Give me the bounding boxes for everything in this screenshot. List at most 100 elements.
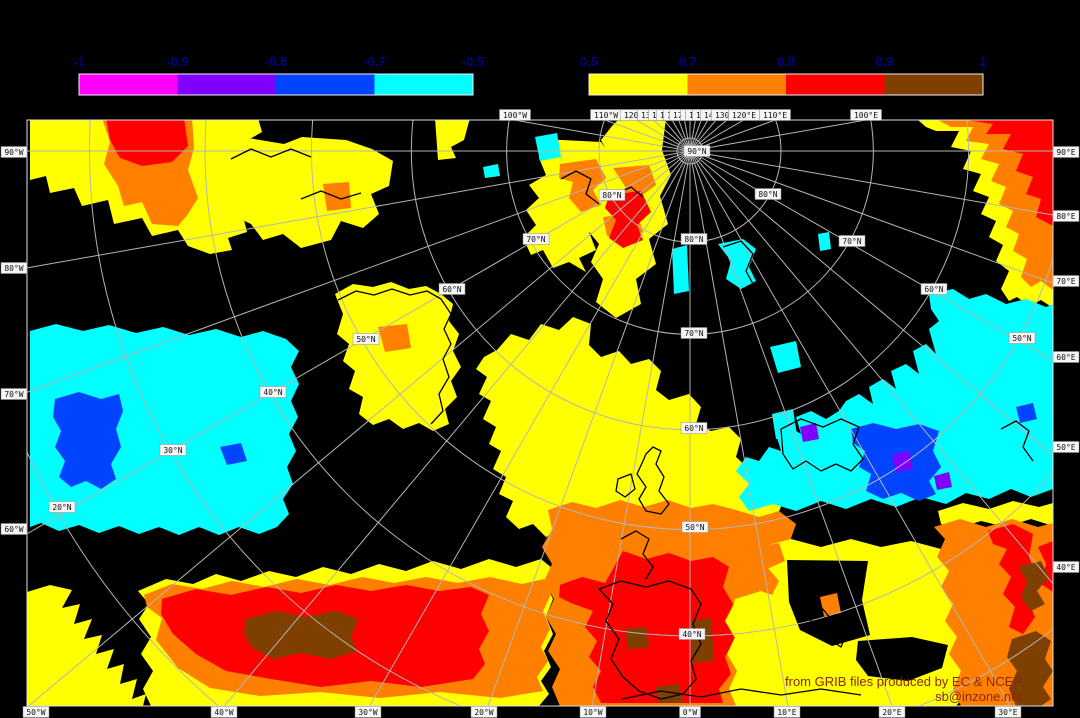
- map-region-baltic-purple-2: [892, 451, 913, 472]
- colorbar-tick-label: 0.5: [580, 54, 598, 69]
- colorbar-segment: [589, 74, 688, 95]
- edge-label-top: 120°E: [728, 109, 760, 121]
- graticule-meridian: [691, 153, 1012, 706]
- interior-label: 40°N: [259, 386, 287, 398]
- edge-label-left: 90°W: [0, 146, 28, 158]
- map-label-text: 60°W: [4, 525, 23, 534]
- colorbar-segment: [687, 74, 786, 95]
- graticule-meridian: [691, 152, 1053, 585]
- map-region-baltic-purple-3: [934, 472, 952, 490]
- map-region-baltic-blue-small: [1016, 403, 1037, 423]
- map-label-text: 20°W: [474, 708, 493, 717]
- map-label-chip: [838, 235, 866, 247]
- map-label-chip: [680, 233, 708, 245]
- map-region-atlantic-band-brown: [244, 611, 358, 659]
- colorbar-tick-label: -0.7: [363, 54, 385, 69]
- map-label-chip: [0, 388, 28, 400]
- colorbar-segment: [276, 74, 375, 95]
- map-region-cyan-dot-right: [818, 232, 831, 251]
- graticule-meridian: [223, 152, 689, 706]
- interior-label: 30°N: [159, 444, 187, 456]
- map-region-cyan-small-1: [770, 341, 801, 373]
- map-label-text: 30°W: [358, 708, 377, 717]
- map-region-south-greenland-yellow: [335, 282, 461, 431]
- map-label-text: 20°N: [52, 503, 71, 512]
- edge-label-right: 50°E: [1052, 441, 1080, 453]
- graticule-meridian: [591, 153, 690, 706]
- graticule-meridian: [27, 151, 688, 393]
- edge-label-top: 100°W: [499, 109, 531, 121]
- colorbar-tick-label: 0.7: [678, 54, 696, 69]
- map-label-chip: [438, 283, 466, 295]
- map-label-chip: [259, 386, 287, 398]
- map-label-chip: [754, 188, 782, 200]
- map-label-text: 30°E: [998, 708, 1017, 717]
- colorbar-tick-label: 0.8: [777, 54, 795, 69]
- map-label-text: 10°W: [583, 708, 602, 717]
- map-label-text: 20°E: [882, 708, 901, 717]
- edge-label-left: 80°W: [0, 262, 28, 274]
- map-label-chip: [1052, 210, 1080, 222]
- map-label-text: 80°N: [602, 191, 621, 200]
- edge-label-right: 60°E: [1052, 351, 1080, 363]
- edge-label-right: 40°E: [1052, 561, 1080, 573]
- map-label-chip: [1052, 275, 1080, 287]
- colorbar-outline: [588, 73, 984, 96]
- graticule-meridian: [27, 152, 688, 535]
- map-region-se-brown-1: [1018, 561, 1049, 611]
- edge-label-bottom: 10°W: [579, 706, 607, 718]
- map-region-cyan-small-2: [772, 409, 797, 439]
- map-region-barents-cyan-streak: [672, 245, 689, 294]
- interior-label: 60°N: [680, 422, 708, 434]
- map-region-south-greenland-orange: [378, 324, 411, 352]
- map-label-text: 70°E: [1056, 277, 1075, 286]
- edge-label-bottom: 0°W: [679, 706, 701, 718]
- map-label-chip: [1052, 441, 1080, 453]
- map-region-siberia-red: [966, 120, 1053, 226]
- map-label-text: 60°N: [684, 424, 703, 433]
- map-label-chip: [1008, 332, 1036, 344]
- graticule-meridian: [692, 151, 1053, 284]
- interior-label: 60°N: [920, 283, 948, 295]
- map-label-text: 50°N: [685, 523, 704, 532]
- colorbar-positive: 0.5 0.7 0.8 0.9 1: [580, 54, 987, 96]
- coastline: [800, 593, 847, 648]
- map-label-text: 70°N: [526, 235, 545, 244]
- edge-label-bottom: 20°W: [470, 706, 498, 718]
- graticule-meridian: [692, 152, 1053, 362]
- map-label-chip: [0, 523, 28, 535]
- map-label-text: 50°E: [1056, 443, 1075, 452]
- map-region-baltic-purple-1: [800, 423, 819, 442]
- map-label-text: 60°N: [442, 285, 461, 294]
- map-label-chip: [680, 327, 708, 339]
- map-label-chip: [681, 521, 709, 533]
- map-label-text: 50°W: [26, 708, 45, 717]
- coastline: [337, 288, 452, 425]
- map-label-text: 120°E: [732, 111, 756, 120]
- map-region-cyan-top-1: [535, 133, 561, 161]
- map-label-text: 100°W: [503, 111, 527, 120]
- interior-label: 50°N: [681, 521, 709, 533]
- colorbar-segment: [374, 74, 473, 95]
- map-region-mediterranean-orange-1: [757, 543, 785, 569]
- colorbar-segment: [79, 74, 178, 95]
- coastline: [300, 190, 362, 200]
- interior-label: 70°N: [680, 327, 708, 339]
- colorbar-outline: [78, 73, 474, 96]
- map-region-atlantic-cold-blue: [53, 392, 123, 489]
- map-label-chip: [759, 109, 791, 121]
- edge-label-top: 110°W: [590, 109, 622, 121]
- interior-label: 50°N: [352, 333, 380, 345]
- graticule-meridian: [692, 151, 1053, 216]
- coastline: [560, 170, 600, 205]
- map-label-text: 70°W: [4, 390, 23, 399]
- coastline: [230, 148, 312, 160]
- map-label-text: 30°N: [163, 446, 182, 455]
- map-label-chip: [159, 444, 187, 456]
- map-label-text: 60°E: [1056, 353, 1075, 362]
- map-region-atlantic-cold-blue-small: [220, 443, 247, 465]
- map-region-cyan-top-2: [483, 164, 500, 178]
- map-label-text: 70°N: [684, 329, 703, 338]
- edge-label-bottom: 30°E: [994, 706, 1022, 718]
